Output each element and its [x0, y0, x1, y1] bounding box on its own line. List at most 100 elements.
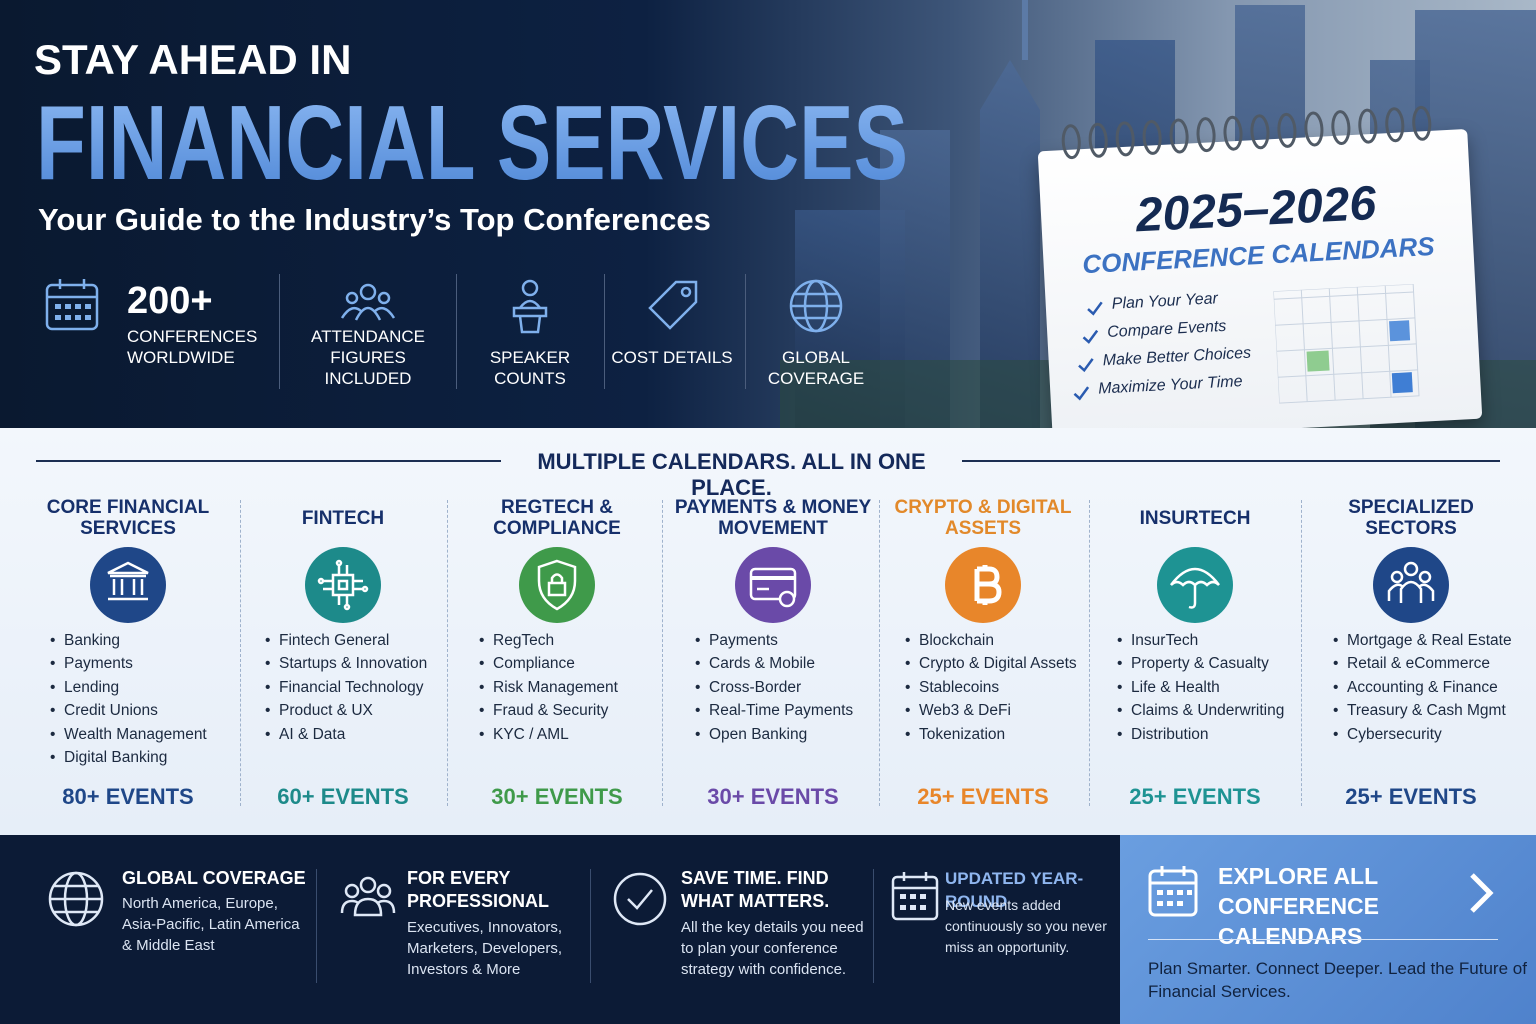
category-item: InsurTech: [1117, 629, 1284, 652]
divider: [456, 274, 457, 389]
category-icon: [1157, 547, 1233, 623]
category-item: Fintech General: [265, 629, 427, 652]
stat-label: CONFERENCES WORLDWIDE: [127, 327, 258, 367]
category-item: Wealth Management: [50, 723, 207, 746]
feature-title: GLOBAL COVERAGE: [122, 868, 306, 888]
category-item: Tokenization: [905, 723, 1077, 746]
category-item: AI & Data: [265, 723, 427, 746]
stat-label: SPEAKER COUNTS: [489, 348, 571, 388]
category-item: Startups & Innovation: [265, 652, 427, 675]
category-items: BankingPaymentsLendingCredit UnionsWealt…: [50, 629, 207, 769]
category-item: Stablecoins: [905, 676, 1077, 699]
divider: [316, 869, 317, 983]
ring: [1169, 118, 1189, 154]
category-item: Distribution: [1117, 723, 1284, 746]
ring: [1412, 105, 1432, 141]
category-item: Fraud & Security: [479, 699, 618, 722]
stat-icon: [789, 279, 843, 333]
category-item: Crypto & Digital Assets: [905, 652, 1077, 675]
category-item: Accounting & Finance: [1333, 676, 1512, 699]
eyebrow: STAY AHEAD IN: [34, 36, 352, 83]
ring: [1250, 114, 1270, 150]
category-item: Property & Casualty: [1117, 652, 1284, 675]
category-title: PAYMENTS & MONEY MOVEMENT: [674, 497, 872, 539]
category-item: Life & Health: [1117, 676, 1284, 699]
category-item: Product & UX: [265, 699, 427, 722]
stat-label: ATTENDANCE FIGURES INCLUDED: [311, 327, 425, 388]
title: FINANCIAL SERVICES: [36, 88, 908, 198]
category-title: FINTECH: [301, 507, 385, 529]
category-item: Payments: [695, 629, 853, 652]
section-title: MULTIPLE CALENDARS. ALL IN ONE PLACE.: [537, 449, 926, 500]
subtitle: Your Guide to the Industry’s Top Confere…: [38, 202, 711, 237]
stat-icon: [340, 283, 396, 321]
ring: [1385, 107, 1405, 143]
ring: [1088, 122, 1108, 158]
cta[interactable]: EXPLORE ALL CONFERENCE CALENDARS Plan Sm…: [1120, 835, 1536, 1024]
cta-arrow[interactable]: [1466, 871, 1496, 915]
ring: [1331, 110, 1351, 146]
rule: [36, 460, 501, 462]
check-icon: [1087, 301, 1103, 316]
stat-icon: [45, 279, 99, 331]
cta-title[interactable]: EXPLORE ALL CONFERENCE CALENDARS: [1218, 863, 1380, 949]
divider: [662, 500, 663, 806]
hero: STAY AHEAD IN FINANCIAL SERVICES Your Gu…: [0, 0, 1536, 442]
feature-title: UPDATED YEAR-ROUND: [945, 869, 1084, 911]
category-item: Digital Banking: [50, 746, 207, 769]
category-icon: [519, 547, 595, 623]
feature-text: North America, Europe, Asia-Pacific, Lat…: [122, 895, 300, 954]
category-item: Lending: [50, 676, 207, 699]
check-item: Plan Your Year: [1111, 290, 1219, 313]
divider: [240, 500, 241, 806]
divider: [279, 274, 280, 389]
category-events: 60+ EVENTS: [277, 784, 409, 809]
ring: [1142, 119, 1162, 155]
category-item: Cybersecurity: [1333, 723, 1512, 746]
stat-label: COST DETAILS: [611, 348, 733, 367]
category-items: RegTechComplianceRisk ManagementFraud & …: [479, 629, 618, 746]
category-items: Mortgage & Real EstateRetail & eCommerce…: [1333, 629, 1512, 746]
calendar-card: 2025–2026 CONFERENCE CALENDARS Plan Your…: [1037, 105, 1483, 442]
category-title: REGTECH & COMPLIANCE: [493, 497, 621, 539]
divider: [447, 500, 448, 806]
category-item: Real-Time Payments: [695, 699, 853, 722]
stat-icon: [648, 280, 698, 330]
category-title: CORE FINANCIAL SERVICES: [46, 497, 210, 539]
ring: [1061, 124, 1081, 160]
ring: [1277, 112, 1297, 148]
category-item: Mortgage & Real Estate: [1333, 629, 1512, 652]
ring: [1223, 115, 1243, 151]
category-item: Risk Management: [479, 676, 618, 699]
divider: [1089, 500, 1090, 806]
cta-rule: [1148, 939, 1498, 940]
category-events: 25+ EVENTS: [917, 784, 1049, 809]
category-events: 25+ EVENTS: [1129, 784, 1261, 809]
category-item: Cards & Mobile: [695, 652, 853, 675]
category-title: INSURTECH: [1139, 507, 1251, 529]
category-item: Financial Technology: [265, 676, 427, 699]
category-items: Fintech GeneralStartups & InnovationFina…: [265, 629, 427, 746]
feature-text: Executives, Innovators, Marketers, Devel…: [407, 919, 563, 978]
category-title: SPECIALIZED SECTORS: [1348, 497, 1474, 539]
category-icon: [90, 547, 166, 623]
category-events: 80+ EVENTS: [62, 784, 194, 809]
stat-value: 200+: [127, 280, 213, 322]
feature-icon: [891, 872, 939, 921]
category-item: Compliance: [479, 652, 618, 675]
category-items: PaymentsCards & MobileCross-BorderReal-T…: [695, 629, 853, 746]
category-events: 30+ EVENTS: [707, 784, 839, 809]
ring: [1358, 108, 1378, 144]
category-events: 30+ EVENTS: [491, 784, 623, 809]
feature-text: All the key details you need to plan you…: [681, 919, 864, 978]
stat-icon: [512, 279, 548, 334]
check-item: Compare Events: [1106, 317, 1227, 342]
headline: FINANCIAL SERVICES: [36, 88, 908, 198]
category-title: CRYPTO & DIGITAL ASSETS: [894, 497, 1072, 539]
category-events: 25+ EVENTS: [1345, 784, 1477, 809]
category-icon: [945, 547, 1021, 623]
feature-icon: [340, 876, 396, 917]
check-icon: [1078, 358, 1094, 373]
calendars-section: MULTIPLE CALENDARS. ALL IN ONE PLACE. CO…: [0, 428, 1536, 835]
stat-label: GLOBAL COVERAGE: [767, 348, 865, 388]
